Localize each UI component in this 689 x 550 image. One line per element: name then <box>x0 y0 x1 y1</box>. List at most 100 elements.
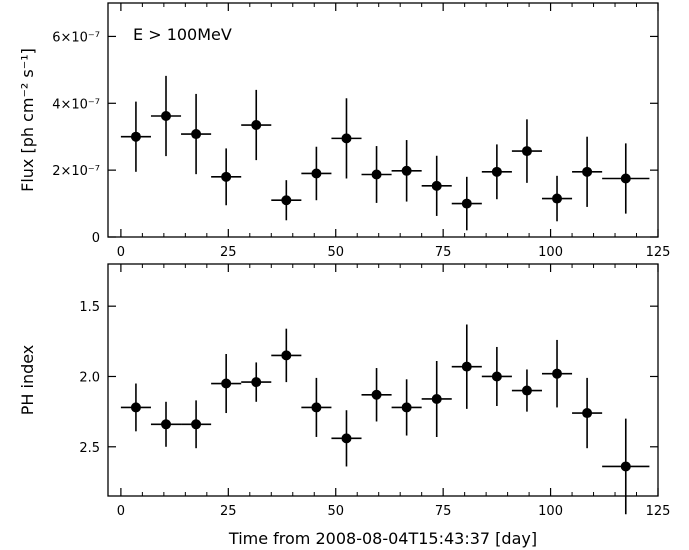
flux-panel: 0 25 50 75 100 125 0 2×10⁻⁷ 4×10⁻⁷ 6×10⁻⁷ E > 10… <box>18 2 671 260</box>
flux-point-marker <box>191 129 202 140</box>
flux-data-point <box>572 136 603 207</box>
index-data-point <box>391 379 422 436</box>
index-data-point <box>150 401 182 447</box>
flux-point-marker <box>341 133 352 144</box>
flux-data-point <box>331 98 362 179</box>
index-data-point <box>511 369 542 412</box>
index-data-point <box>181 400 212 449</box>
index-data-point <box>241 362 272 402</box>
flux-data-marks <box>120 75 650 231</box>
index-x-tick-label: 100 <box>538 504 563 519</box>
flux-data-point <box>361 146 392 203</box>
index-point-marker <box>620 461 631 472</box>
flux-data-point <box>150 75 182 157</box>
index-data-point <box>451 324 482 409</box>
flux-data-point <box>181 93 212 175</box>
flux-point-marker <box>311 168 322 179</box>
flux-point-marker <box>582 166 593 177</box>
flux-data-point <box>301 146 332 201</box>
time-x-axis-label: Time from 2008-08-04T15:43:37 [day] <box>228 529 537 548</box>
flux-point-marker <box>552 193 563 204</box>
flux-data-point <box>602 143 650 214</box>
flux-point-marker <box>401 165 412 176</box>
flux-y-tick-label: 0 <box>92 231 100 246</box>
index-point-marker <box>311 402 322 413</box>
index-point-marker <box>191 419 202 430</box>
index-data-point <box>301 377 332 437</box>
flux-x-tick-label: 125 <box>646 245 671 260</box>
index-point-marker <box>130 402 141 413</box>
index-point-marker <box>431 393 442 404</box>
index-x-tick-label: 50 <box>327 504 344 519</box>
index-data-point <box>331 410 362 467</box>
flux-data-point <box>241 89 272 161</box>
flux-point-marker <box>130 131 141 142</box>
index-y-ticks: 1.5 2.0 2.5 <box>79 300 658 456</box>
flux-y-tick-label: 4×10⁻⁷ <box>52 97 100 112</box>
index-point-marker <box>552 368 563 379</box>
flux-point-marker <box>221 171 232 182</box>
index-point-marker <box>521 385 532 396</box>
index-data-point <box>361 368 392 422</box>
index-y-tick-label: 2.0 <box>79 370 100 385</box>
energy-annotation: E > 100MeV <box>133 25 232 44</box>
flux-data-point <box>541 175 573 222</box>
index-x-tick-label: 75 <box>435 504 452 519</box>
index-data-point <box>481 346 512 407</box>
flux-y-ticks: 0 2×10⁻⁷ 4×10⁻⁷ 6×10⁻⁷ <box>52 30 658 246</box>
index-data-point <box>421 361 452 437</box>
index-point-marker <box>461 361 472 372</box>
flux-data-point <box>271 180 302 221</box>
flux-data-point <box>451 176 482 231</box>
index-point-marker <box>582 408 593 419</box>
flux-point-marker <box>461 198 472 209</box>
index-data-point <box>120 383 151 432</box>
flux-x-tick-label: 0 <box>117 245 125 260</box>
flux-point-marker <box>371 169 382 180</box>
flux-point-marker <box>620 173 631 184</box>
flux-y-tick-label: 6×10⁻⁷ <box>52 30 100 45</box>
index-x-tick-label: 125 <box>646 504 671 519</box>
index-data-point <box>541 339 573 408</box>
flux-point-marker <box>161 110 172 121</box>
index-point-marker <box>341 433 352 444</box>
flux-data-point <box>511 119 542 183</box>
index-x-tick-label: 0 <box>117 504 125 519</box>
index-y-tick-label: 2.5 <box>79 441 100 456</box>
index-y-axis-label: PH index <box>18 345 37 416</box>
flux-x-tick-label: 100 <box>538 245 563 260</box>
index-point-marker <box>161 419 172 430</box>
flux-data-point <box>211 148 242 206</box>
flux-y-tick-label: 2×10⁻⁷ <box>52 164 100 179</box>
index-data-point <box>572 377 603 449</box>
index-x-tick-label: 25 <box>220 504 237 519</box>
index-point-marker <box>371 389 382 400</box>
index-data-point <box>211 353 242 414</box>
index-point-marker <box>281 350 292 361</box>
flux-x-tick-label: 50 <box>327 245 344 260</box>
flux-point-marker <box>431 180 442 191</box>
flux-data-point <box>421 155 452 216</box>
flux-point-marker <box>281 195 292 206</box>
flux-point-marker <box>251 120 262 131</box>
flux-y-axis-label: Flux [ph cm⁻² s⁻¹] <box>18 48 37 192</box>
flux-data-point <box>481 144 512 200</box>
index-plot-frame <box>107 263 659 497</box>
flux-point-marker <box>521 146 532 157</box>
index-data-point <box>271 328 302 383</box>
index-point-marker <box>221 378 232 389</box>
flux-plot-frame <box>107 2 659 238</box>
flux-data-point <box>120 101 151 172</box>
index-point-marker <box>401 402 412 413</box>
index-data-point <box>602 418 650 515</box>
index-x-ticks: 0 25 50 75 100 125 <box>117 264 671 519</box>
flux-x-tick-label: 25 <box>220 245 237 260</box>
flux-point-marker <box>491 166 502 177</box>
flux-data-point <box>391 140 422 202</box>
index-point-marker <box>251 377 262 388</box>
photon-index-panel: 0 25 50 75 100 125 1.5 2.0 2.5 PH index Time fr… <box>18 263 671 548</box>
index-point-marker <box>491 371 502 382</box>
index-data-marks <box>120 324 650 515</box>
index-y-tick-label: 1.5 <box>79 300 100 315</box>
